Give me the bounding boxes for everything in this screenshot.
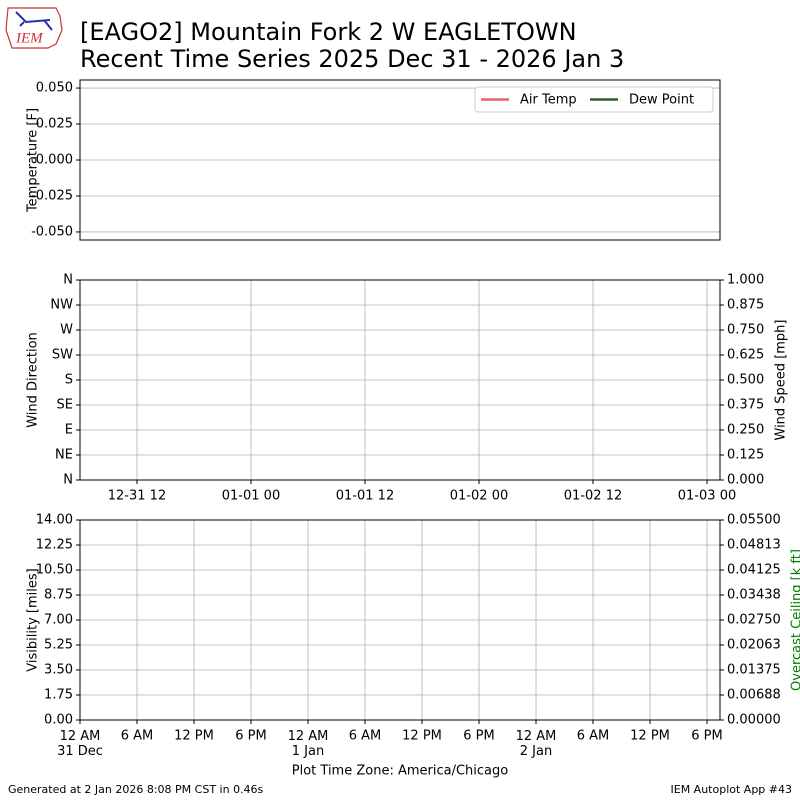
plot-frame [79,79,721,241]
y-tick-label: 7.00 [44,613,73,628]
logo: IEM [5,7,63,49]
x-tick-label: 12 AM 31 Dec [57,729,103,759]
plot-frame [79,519,721,721]
title-line-2: Recent Time Series 2025 Dec 31 - 2026 Ja… [80,45,624,73]
x-tick-label: 6 PM [463,729,494,744]
y2-axis-label: Wind Speed [mph] [774,320,789,441]
footer-left: Generated at 2 Jan 2026 8:08 PM CST in 0… [8,783,264,796]
y2-tick-label: 0.03438 [727,588,781,603]
x-axis-label: Plot Time Zone: America/Chicago [292,764,508,779]
y-tick-label: SW [52,348,73,363]
logo-text: IEM [15,30,44,46]
y-tick-label: 0.050 [36,81,73,96]
y2-tick-label: 0.00688 [727,688,781,703]
y-tick-label: 0.025 [36,117,73,132]
y2-tick-label: 1.000 [727,273,764,288]
x-tick-label: 12 PM [174,729,214,744]
y-tick-label: 0.00 [44,713,73,728]
x-tick-label: 12-31 12 [108,489,166,504]
y-tick-label: N [63,273,73,288]
y-tick-label: 10.50 [36,563,73,578]
y-tick-label: 5.25 [44,638,73,653]
x-tick-label: 6 AM [349,729,382,744]
legend-label: Air Temp [520,93,577,108]
x-tick-label: 6 PM [235,729,266,744]
y-tick-label: 3.50 [44,663,73,678]
y2-tick-label: 0.02750 [727,613,781,628]
legend-label: Dew Point [629,93,694,108]
x-tick-label: 12 AM 1 Jan [288,729,329,759]
plot-frame [79,279,721,481]
y2-tick-label: 0.02063 [727,638,781,653]
y2-tick-label: 0.04813 [727,538,781,553]
x-tick-label: 12 PM [402,729,442,744]
y2-tick-label: 0.01375 [727,663,781,678]
y2-tick-label: 0.500 [727,373,764,388]
logo-lines [15,11,53,31]
legend: Air Temp Dew Point [474,86,714,113]
y2-tick-label: 0.250 [727,423,764,438]
y-tick-label: 0.000 [36,153,73,168]
y-tick-label: -0.025 [31,188,73,203]
y2-tick-label: 0.05500 [727,513,781,528]
x-tick-label: 6 AM [121,729,154,744]
x-tick-label: 01-01 12 [336,489,394,504]
y2-tick-label: 0.875 [727,298,764,313]
title-line-1: [EAGO2] Mountain Fork 2 W EAGLETOWN [80,18,577,46]
panel: 0.00 1.75 3.50 5.25 7.00 8.75 10.50 12.25 14.00 0… [26,513,800,779]
y-tick-label: S [65,373,73,388]
x-tick-label: 6 AM [577,729,610,744]
y-tick-label: NW [50,298,73,313]
y2-tick-label: 0.375 [727,398,764,413]
y-tick-label: E [65,423,73,438]
x-tick-label: 01-03 00 [678,489,736,504]
y-tick-label: N [63,473,73,488]
y-tick-label: 8.75 [44,588,73,603]
logo-outline [5,7,63,49]
y2-tick-label: 0.625 [727,348,764,363]
x-tick-label: 6 PM [691,729,722,744]
y2-tick-label: 0.125 [727,448,764,463]
y-axis-label: Temperature [F] [26,108,41,213]
y-tick-label: 14.00 [36,513,73,528]
x-tick-label: 12 PM [630,729,670,744]
y-tick-label: SE [57,398,73,413]
y-axis-label: Wind Direction [26,332,41,428]
panel: N NE E SE S SW W NW N 0.000 0.125 0.250 0.375 0.500 0.… [26,273,789,504]
y-tick-label: 12.25 [36,538,73,553]
y2-tick-label: 0.04125 [727,563,781,578]
y2-tick-label: 0.000 [727,473,764,488]
x-tick-label: 01-01 00 [222,489,280,504]
x-tick-label: 01-02 12 [564,489,622,504]
y-tick-label: W [60,323,73,338]
panel: -0.050 -0.025 0.000 0.025 0.050 Temperature [… [26,79,721,241]
x-tick-label: 12 AM 2 Jan [516,729,557,759]
y-axis-label: Visibility [miles] [26,568,41,671]
y-tick-label: 1.75 [44,688,73,703]
footer-right: IEM Autoplot App #43 [671,783,793,796]
y-tick-label: NE [55,448,73,463]
y2-tick-label: 0.750 [727,323,764,338]
y2-tick-label: 0.00000 [727,713,781,728]
x-tick-label: 01-02 00 [450,489,508,504]
y-tick-label: -0.050 [31,224,73,239]
y2-axis-label: Overcast Ceiling [k ft] [790,549,800,691]
